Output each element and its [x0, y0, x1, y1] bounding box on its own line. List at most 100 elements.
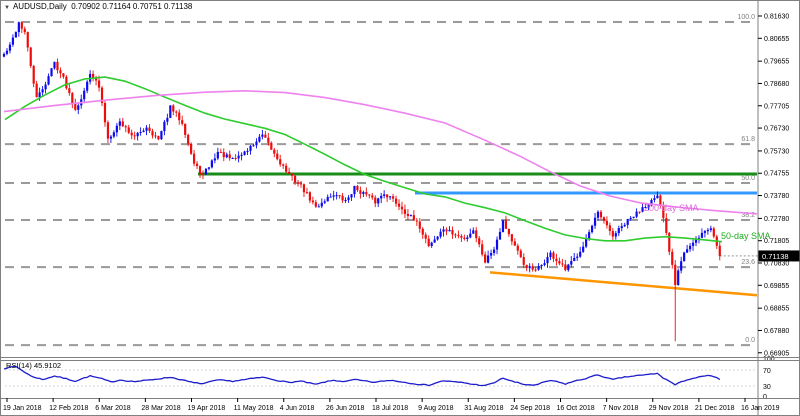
candle-body: [549, 252, 552, 258]
candle-body: [706, 230, 709, 232]
candle-body: [629, 217, 632, 219]
candle-body: [617, 228, 620, 234]
date-tick-label: 31 Aug 2018: [464, 405, 503, 412]
candle-body: [8, 44, 12, 51]
candle-body: [415, 220, 418, 222]
candle-body: [445, 229, 448, 232]
candle-body: [308, 192, 312, 201]
price-tick-label: 0.72780: [764, 216, 789, 223]
candle-body: [522, 257, 525, 265]
candle-body: [683, 252, 686, 262]
candle-body: [686, 249, 689, 253]
date-tick-label: 4 Jun 2018: [280, 405, 315, 412]
candle-body: [436, 236, 439, 240]
candle-body: [475, 230, 478, 239]
price-tick-label: 0.78680: [764, 81, 789, 88]
candle-body: [567, 264, 570, 271]
candle-body: [166, 117, 169, 122]
candle-body: [433, 239, 436, 243]
candle-body: [231, 157, 234, 159]
candle-body: [457, 235, 460, 237]
candle-body: [133, 135, 136, 137]
candle-body: [195, 163, 199, 166]
candle-body: [596, 211, 600, 218]
price-tick-label: 0.67880: [764, 328, 789, 335]
candle-body: [374, 197, 377, 204]
candle-body: [106, 122, 110, 139]
candle-body: [368, 194, 371, 196]
candle-body: [216, 151, 219, 159]
candle-body: [59, 70, 62, 74]
candle-body: [302, 184, 306, 193]
fibonacci-levels: 100.0 61.8 50.0 38.2 23.6 0.0: [5, 14, 757, 347]
date-tick-label: 9 Aug 2018: [418, 405, 454, 412]
candle-body: [190, 143, 193, 154]
candle-body: [647, 204, 650, 208]
candle-body: [487, 255, 490, 263]
candle-body: [317, 206, 320, 208]
candle-body: [56, 61, 59, 71]
date-tick-label: 12 Feb 2018: [49, 405, 88, 412]
candle-body: [552, 252, 555, 259]
candle-body: [674, 264, 677, 285]
candle-body: [409, 215, 412, 217]
candle-body: [270, 142, 273, 150]
rsi-scale-label: 70: [763, 368, 771, 375]
candle-body: [448, 230, 451, 232]
candle-body: [590, 225, 594, 233]
date-tick-label: 7 Nov 2018: [603, 405, 639, 412]
fib-level-label: 23.6: [741, 259, 755, 266]
candle-body: [350, 194, 353, 198]
date-tick-label: 24 Sep 2018: [510, 405, 550, 412]
candle-body: [124, 126, 127, 128]
price-tick-label: 0.71805: [764, 238, 789, 245]
candle-body: [573, 257, 576, 262]
price-tick-label: 0.76730: [764, 126, 789, 133]
candle-body: [50, 68, 53, 77]
candle-body: [329, 196, 332, 198]
candle-body: [576, 256, 579, 258]
candle-body: [694, 238, 698, 243]
candle-body: [587, 232, 591, 239]
candle-body: [380, 195, 383, 199]
candle-body: [323, 201, 326, 203]
candle-body: [83, 90, 86, 100]
candle-body: [659, 195, 662, 206]
fib-level-label: 100.0: [737, 14, 755, 21]
candle-body: [605, 220, 609, 226]
candle-body: [332, 195, 335, 197]
candle-body: [32, 65, 35, 84]
candle-body: [273, 149, 276, 154]
candle-body: [403, 209, 407, 214]
date-tick-label: 28 Mar 2018: [141, 405, 180, 412]
price-tick-label: 0.70830: [764, 260, 789, 267]
candle-body: [290, 173, 294, 176]
candle-body: [115, 125, 118, 133]
candle-body: [288, 171, 291, 174]
candle-body: [543, 263, 546, 266]
candle-body: [130, 132, 133, 136]
price-tick-label: 0.81630: [764, 14, 789, 21]
candle-body: [151, 130, 154, 136]
candle-body: [593, 217, 597, 226]
candle-body: [112, 132, 115, 137]
candle-body: [608, 225, 611, 231]
candle-body: [314, 202, 317, 207]
candle-body: [389, 196, 392, 198]
candle-body: [546, 257, 549, 264]
candle-body: [555, 258, 558, 262]
candle-body: [222, 152, 225, 158]
candle-body: [680, 261, 683, 271]
candle-body: [386, 194, 389, 198]
candle-body: [341, 195, 344, 201]
current-price-text: 0.71138: [762, 252, 789, 261]
candle-body: [525, 264, 528, 269]
candle-body: [35, 83, 38, 98]
candle-body: [430, 242, 433, 246]
candle-body: [335, 195, 338, 197]
candle-body: [258, 136, 261, 142]
candle-body: [359, 190, 362, 194]
candlesticks: [2, 21, 721, 342]
